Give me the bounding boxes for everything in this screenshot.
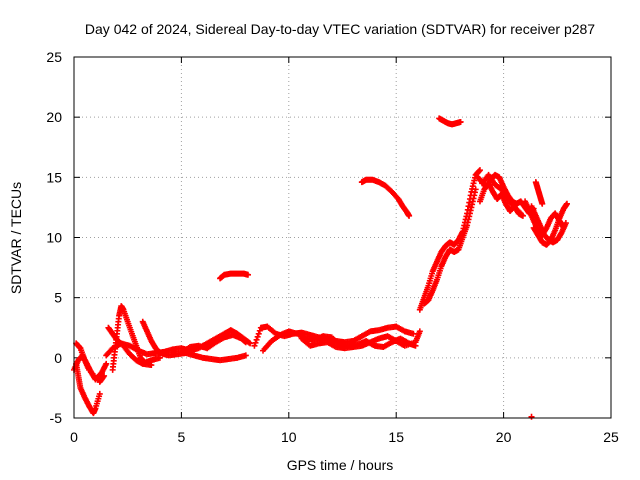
data-point (256, 327, 263, 334)
y-tick-labels: -5 0 5 10 15 20 25 (46, 49, 62, 426)
x-tick-labels: 0 5 10 15 20 25 (70, 429, 619, 445)
data-point (406, 212, 413, 219)
y-tick-label: 20 (46, 109, 62, 125)
data-point (517, 210, 524, 217)
x-tick-label: 0 (70, 429, 78, 445)
data-point (242, 352, 249, 359)
x-tick-label: 5 (178, 429, 186, 445)
data-point (103, 360, 110, 367)
data-point (457, 118, 464, 125)
data-point (255, 330, 262, 337)
series-track-late-10 (532, 179, 546, 207)
x-tick-label: 15 (388, 429, 404, 445)
series-track-early-6 (105, 324, 155, 369)
data-point (562, 220, 569, 227)
data-point (251, 342, 258, 349)
data-point (252, 339, 259, 346)
data-point (148, 362, 155, 369)
x-axis-label: GPS time / hours (287, 457, 394, 473)
series-track-mid-5 (358, 176, 413, 219)
data-point (242, 339, 249, 346)
data-point (96, 390, 103, 397)
data-points (71, 115, 570, 420)
series-track-late-8 (530, 200, 570, 248)
x-tick-label: 10 (281, 429, 297, 445)
series-track-late-2 (421, 186, 479, 307)
plot-frame (73, 56, 612, 419)
data-point (244, 271, 251, 278)
x-tick-label: 25 (603, 429, 619, 445)
series-track-late-9 (522, 198, 567, 239)
chart-title: Day 042 of 2024, Sidereal Day-to-day VTE… (85, 21, 595, 37)
data-point (253, 336, 260, 343)
data-point (528, 413, 535, 420)
series-track-early-8 (178, 331, 249, 357)
data-point (410, 330, 417, 337)
y-tick-label: 0 (54, 350, 62, 366)
data-point (247, 340, 254, 347)
series-outlier (528, 413, 535, 420)
series-track-late-3 (436, 115, 464, 128)
data-point (472, 186, 479, 193)
data-point (476, 167, 483, 174)
y-tick-label: 25 (46, 49, 62, 65)
grid-lines (74, 57, 611, 418)
y-tick-label: -5 (50, 410, 63, 426)
data-point (516, 209, 523, 216)
series-track-mid-4 (298, 328, 423, 352)
series-track-late-1 (416, 167, 483, 313)
data-point (254, 333, 261, 340)
data-point (416, 328, 423, 335)
y-tick-label: 15 (46, 169, 62, 185)
series-track-late-6 (479, 171, 524, 217)
y-tick-label: 10 (46, 230, 62, 246)
data-point (560, 224, 567, 231)
y-tick-label: 5 (54, 290, 62, 306)
data-point (539, 200, 546, 207)
x-tick-label: 20 (496, 429, 512, 445)
y-axis-label: SDTVAR / TECUs (8, 182, 24, 294)
data-point (563, 200, 570, 207)
series-track-early-3 (73, 340, 108, 385)
data-point (101, 372, 108, 379)
series-track-mid-1 (217, 270, 251, 282)
